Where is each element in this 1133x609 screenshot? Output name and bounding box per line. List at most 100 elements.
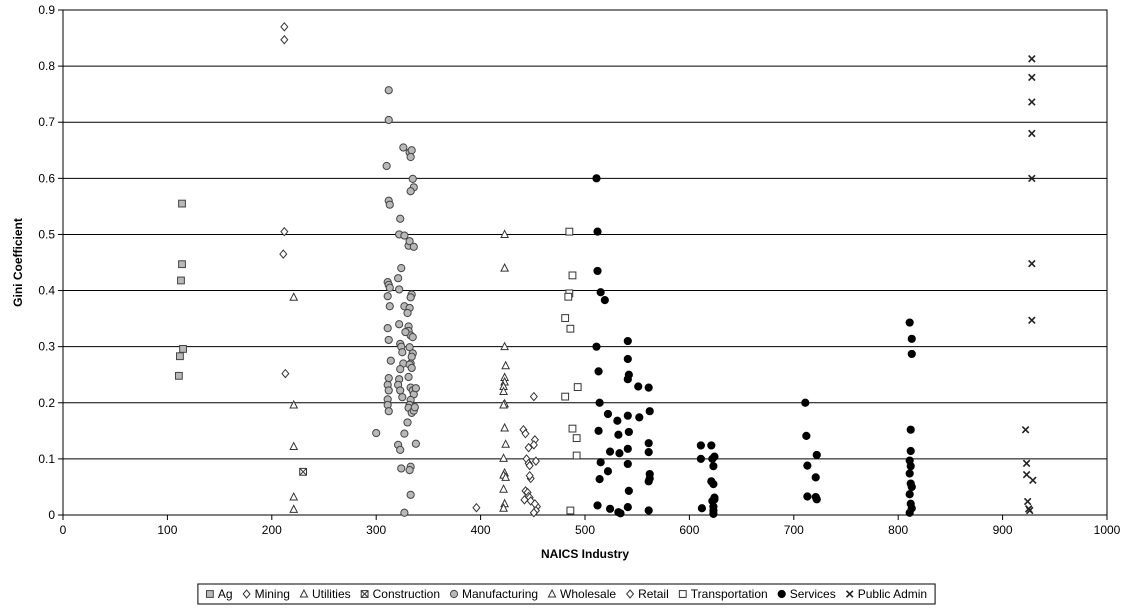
data-point-services [644, 477, 653, 486]
data-point-transportation [568, 424, 577, 433]
series-public-admin [1021, 55, 1037, 515]
legend-label: Manufacturing [462, 587, 538, 601]
data-point-services [635, 413, 644, 422]
data-point-manufacturing [407, 352, 416, 361]
data-point-services [906, 425, 915, 434]
x-tick-label: 500 [575, 523, 595, 537]
series-construction [299, 467, 308, 476]
data-point-retail [529, 440, 538, 450]
series-ag [174, 199, 187, 380]
legend-label: Mining [255, 587, 290, 601]
legend: Ag Mining Utilities Construction Manufacturi… [197, 583, 936, 605]
x-tick-label: 100 [157, 523, 177, 537]
data-point-public-admin [1022, 470, 1031, 479]
data-point-services [594, 426, 603, 435]
data-point-services [623, 444, 632, 453]
x-tick-label: 800 [888, 523, 908, 537]
data-point-services [595, 398, 604, 407]
series-wholesale [499, 229, 511, 512]
x-tick-label: 300 [366, 523, 386, 537]
data-point-wholesale [499, 386, 508, 396]
series-utilities [289, 292, 299, 513]
y-tick-label: 0.7 [38, 115, 55, 129]
legend-item-construction: Construction [360, 587, 440, 601]
data-point-services [644, 383, 653, 392]
legend-label: Transportation [691, 587, 768, 601]
series-manufacturing [372, 86, 420, 517]
legend-item-utilities: Utilities [299, 587, 351, 601]
y-tick-label: 0.8 [38, 59, 55, 73]
data-point-transportation [566, 506, 575, 515]
legend-marker-public-admin [845, 590, 854, 598]
data-point-manufacturing [384, 407, 393, 416]
data-point-manufacturing [400, 231, 409, 240]
data-point-retail [525, 470, 534, 481]
data-point-services [603, 409, 613, 419]
series-retail [472, 391, 542, 518]
x-tick-label: 1000 [1094, 523, 1121, 537]
data-point-manufacturing [382, 161, 391, 171]
data-point-services [710, 452, 719, 461]
data-point-services [615, 449, 624, 458]
data-points [174, 22, 1037, 518]
data-point-services [596, 288, 605, 297]
plot-area-border [62, 9, 1108, 516]
data-point-manufacturing [411, 439, 420, 448]
data-point-services [614, 430, 623, 439]
y-tick-label: 0.1 [38, 452, 55, 466]
data-point-utilities [289, 491, 299, 501]
data-point-manufacturing [406, 152, 415, 162]
data-point-manufacturing [384, 373, 393, 383]
data-point-transportation [573, 383, 582, 391]
legend-marker-wholesale [547, 588, 557, 598]
legend-item-manufacturing: Manufacturing [449, 587, 538, 601]
data-point-manufacturing [401, 327, 410, 337]
legend-label: Wholesale [560, 587, 616, 601]
y-axis-title: Gini Coefficient [11, 218, 25, 307]
x-tick-label: 900 [993, 523, 1013, 537]
legend-item-retail: Retail [626, 587, 669, 601]
legend-label: Utilities [312, 587, 351, 601]
legend-marker-mining [242, 589, 251, 599]
data-point-services [906, 446, 915, 456]
y-tick-label: 0.3 [38, 340, 55, 354]
data-point-manufacturing [384, 86, 393, 95]
data-point-services [709, 480, 718, 489]
data-point-services [593, 501, 602, 510]
data-point-transportation [572, 434, 581, 443]
data-point-services [593, 227, 602, 236]
data-point-mining [279, 249, 288, 259]
data-point-wholesale [500, 341, 510, 351]
data-point-services [709, 509, 718, 518]
data-point-services [710, 495, 719, 504]
data-point-transportation [565, 227, 574, 236]
data-point-public-admin [1028, 129, 1036, 138]
data-point-retail [529, 507, 538, 518]
data-point-retail [524, 442, 533, 453]
y-tick-label: 0.6 [38, 171, 55, 185]
data-point-services [603, 467, 613, 476]
data-point-ag [174, 371, 183, 380]
data-point-transportation [561, 314, 570, 322]
data-point-services [644, 506, 653, 515]
data-point-manufacturing [385, 200, 394, 209]
legend-label: Services [790, 587, 836, 601]
data-point-services [812, 450, 821, 460]
y-tick-label: 0.4 [38, 284, 55, 298]
data-point-manufacturing [404, 372, 413, 382]
data-point-wholesale [500, 422, 510, 432]
data-point-services [709, 462, 718, 471]
data-point-manufacturing [408, 333, 417, 342]
gridlines [63, 9, 1107, 460]
data-point-manufacturing [396, 445, 405, 455]
data-point-manufacturing [372, 428, 381, 438]
data-point-services [803, 461, 812, 470]
data-point-manufacturing [400, 429, 409, 438]
data-point-manufacturing [398, 393, 407, 402]
data-point-services [624, 486, 633, 495]
data-point-manufacturing [385, 283, 394, 292]
data-point-services [595, 474, 604, 484]
legend-marker-construction [360, 590, 369, 598]
data-point-services [811, 473, 820, 482]
